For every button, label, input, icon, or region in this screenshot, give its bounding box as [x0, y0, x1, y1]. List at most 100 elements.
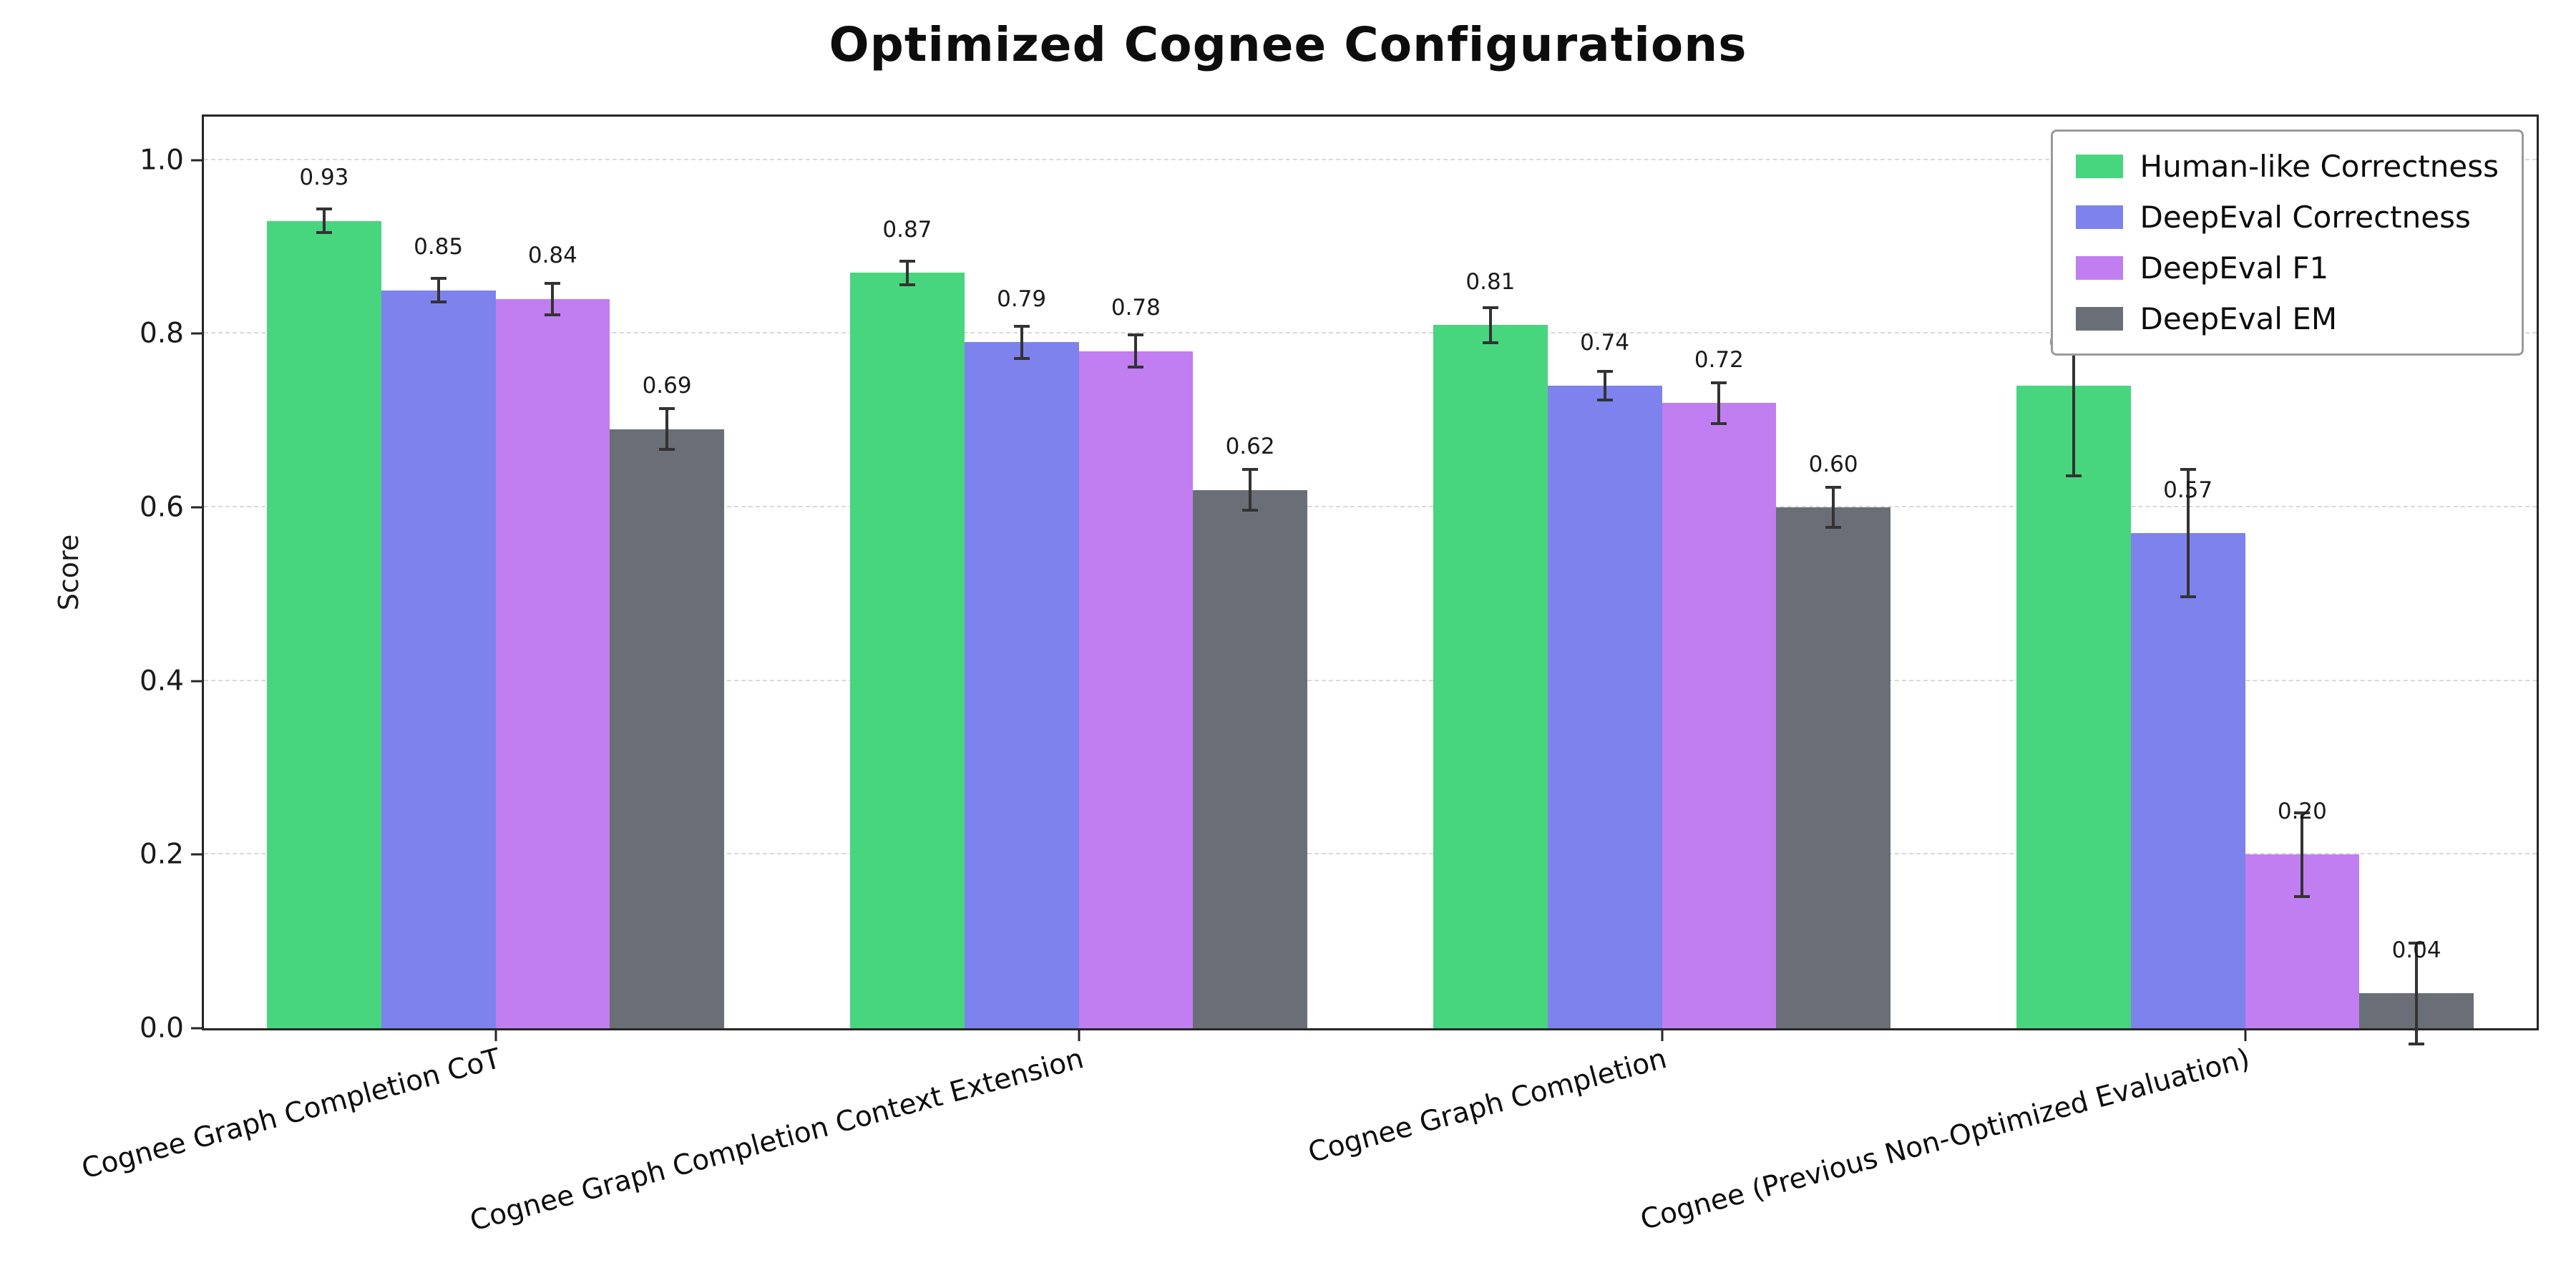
bar-column: 0.04 [2359, 117, 2474, 1046]
bar-deepeval-f1 [1078, 351, 1194, 1028]
x-tick-mark [1078, 1030, 1080, 1041]
y-tick-mark [191, 853, 203, 856]
chart-title: Optimized Cognee Configurations [829, 17, 1747, 72]
bar-column: 0.84 [495, 117, 610, 1028]
bar-deepeval-em [610, 429, 724, 1028]
bar-value-label: 0.93 [299, 165, 349, 191]
bar-value-label: 0.62 [1225, 434, 1275, 460]
legend-label: DeepEval Correctness [2140, 200, 2471, 235]
bar-deepeval-correctness [381, 290, 496, 1028]
error-bar [1242, 468, 1259, 512]
bar-human-like-correctness [267, 220, 381, 1028]
legend-swatch [2075, 205, 2123, 229]
legend: Human-like Correctness DeepEval Correctne… [2050, 130, 2524, 356]
bar-value-label: 0.78 [1111, 295, 1161, 321]
error-bar [316, 208, 332, 234]
y-tick-label: 0.8 [139, 317, 184, 350]
bar-column: 0.78 [1078, 117, 1194, 1028]
y-axis-label: Score [53, 534, 84, 611]
bar-column: 0.74 [1547, 117, 1662, 1028]
bar-column: 0.87 [850, 117, 965, 1028]
bar-column: 0.81 [1433, 117, 1548, 1028]
grid-layer [204, 117, 2537, 1028]
error-bar [1596, 370, 1613, 401]
legend-swatch [2075, 155, 2123, 178]
error-bar [899, 260, 915, 286]
bar-groups: 0.93 0.85 0.84 0.69 0.87 0.79 0.78 0.62 0.81 0.74… [204, 117, 2537, 1046]
error-bar [2409, 941, 2425, 1046]
bar-value-label: 0.79 [997, 286, 1047, 312]
y-tick-mark [191, 1027, 203, 1030]
x-tick-mark [2244, 1030, 2246, 1041]
error-bar [1711, 381, 1727, 425]
bar-column: 0.60 [1776, 117, 1890, 1028]
y-tick-mark [191, 680, 203, 683]
bar-human-like-correctness [1433, 325, 1548, 1028]
bar-column: 0.79 [964, 117, 1079, 1028]
y-tick-mark [191, 332, 203, 335]
bar-deepeval-correctness [1547, 386, 1662, 1028]
y-tick-label: 1.0 [139, 144, 184, 177]
error-bar [1825, 485, 1842, 530]
legend-label: DeepEval EM [2140, 301, 2338, 336]
bar-column: 0.69 [610, 117, 724, 1028]
y-tick-label: 0.4 [139, 665, 184, 698]
error-bar [2294, 811, 2311, 898]
error-bar [430, 277, 447, 303]
legend-swatch [2075, 256, 2123, 280]
error-bar [545, 281, 561, 317]
bar-deepeval-f1 [495, 298, 610, 1028]
bar-value-label: 0.84 [527, 243, 577, 269]
legend-item: DeepEval Correctness [2075, 200, 2499, 235]
error-bar [1482, 306, 1498, 344]
bar-deepeval-em [1193, 489, 1307, 1028]
bar-deepeval-correctness [2130, 533, 2245, 1028]
bar-column: 0.57 [2130, 117, 2245, 1028]
bar-group: 0.87 0.79 0.78 0.62 [787, 117, 1370, 1028]
gridline [204, 158, 2537, 160]
bar-value-label: 0.74 [1580, 329, 1630, 356]
bar-deepeval-f1 [1662, 403, 1777, 1028]
error-bar [1013, 325, 1030, 360]
bar-column: 0.20 [2245, 117, 2360, 1028]
error-bar [659, 407, 675, 452]
bar-deepeval-correctness [964, 342, 1079, 1028]
bar-group: 0.81 0.74 0.72 0.60 [1370, 117, 1953, 1028]
bar-deepeval-em [1776, 507, 1890, 1028]
y-tick-mark [191, 506, 203, 509]
bar-value-label: 0.69 [642, 373, 692, 399]
x-tick-label: Cognee Graph Completion Context Extensio… [467, 1043, 1088, 1238]
legend-item: Human-like Correctness [2075, 149, 2499, 184]
bar-value-label: 0.85 [414, 234, 464, 260]
gridline [204, 853, 2537, 855]
bar-column: 0.74 [2016, 117, 2131, 1028]
x-tick-label: Cognee (Previous Non-Optimized Evaluatio… [1637, 1043, 2254, 1237]
gridline [204, 506, 2537, 507]
bar-group: 0.74 0.57 0.20 0.04 [1953, 117, 2537, 1046]
bar-group: 0.93 0.85 0.84 0.69 [204, 117, 787, 1028]
bar-value-label: 0.20 [2277, 798, 2327, 824]
legend-label: DeepEval F1 [2140, 250, 2329, 286]
x-tick-label: Cognee Graph Completion CoT [78, 1043, 504, 1186]
bar-value-label: 0.04 [2391, 937, 2441, 963]
legend-label: Human-like Correctness [2140, 149, 2499, 184]
y-tick-label: 0.6 [139, 491, 184, 524]
legend-swatch [2075, 307, 2123, 331]
bar-value-label: 0.60 [1808, 451, 1858, 477]
bar-column: 0.85 [381, 117, 496, 1028]
bar-human-like-correctness [850, 273, 965, 1028]
y-tick-label: 0.0 [139, 1012, 184, 1045]
bar-value-label: 0.57 [2163, 477, 2213, 503]
bar-column: 0.72 [1662, 117, 1777, 1028]
error-bar [2180, 468, 2196, 599]
bar-value-label: 0.72 [1694, 346, 1744, 373]
bar-value-label: 0.81 [1465, 268, 1516, 295]
legend-item: DeepEval F1 [2075, 250, 2499, 286]
plot-area: 0.93 0.85 0.84 0.69 0.87 0.79 0.78 0.62 0.81 0.74… [78, 114, 2539, 1238]
x-tick-mark [494, 1030, 497, 1041]
x-tick-label: Cognee Graph Completion [1304, 1043, 1671, 1170]
y-tick-mark [191, 159, 203, 162]
y-tick-label: 0.2 [139, 838, 184, 871]
error-bar [1128, 333, 1144, 369]
bar-column: 0.62 [1193, 117, 1307, 1028]
